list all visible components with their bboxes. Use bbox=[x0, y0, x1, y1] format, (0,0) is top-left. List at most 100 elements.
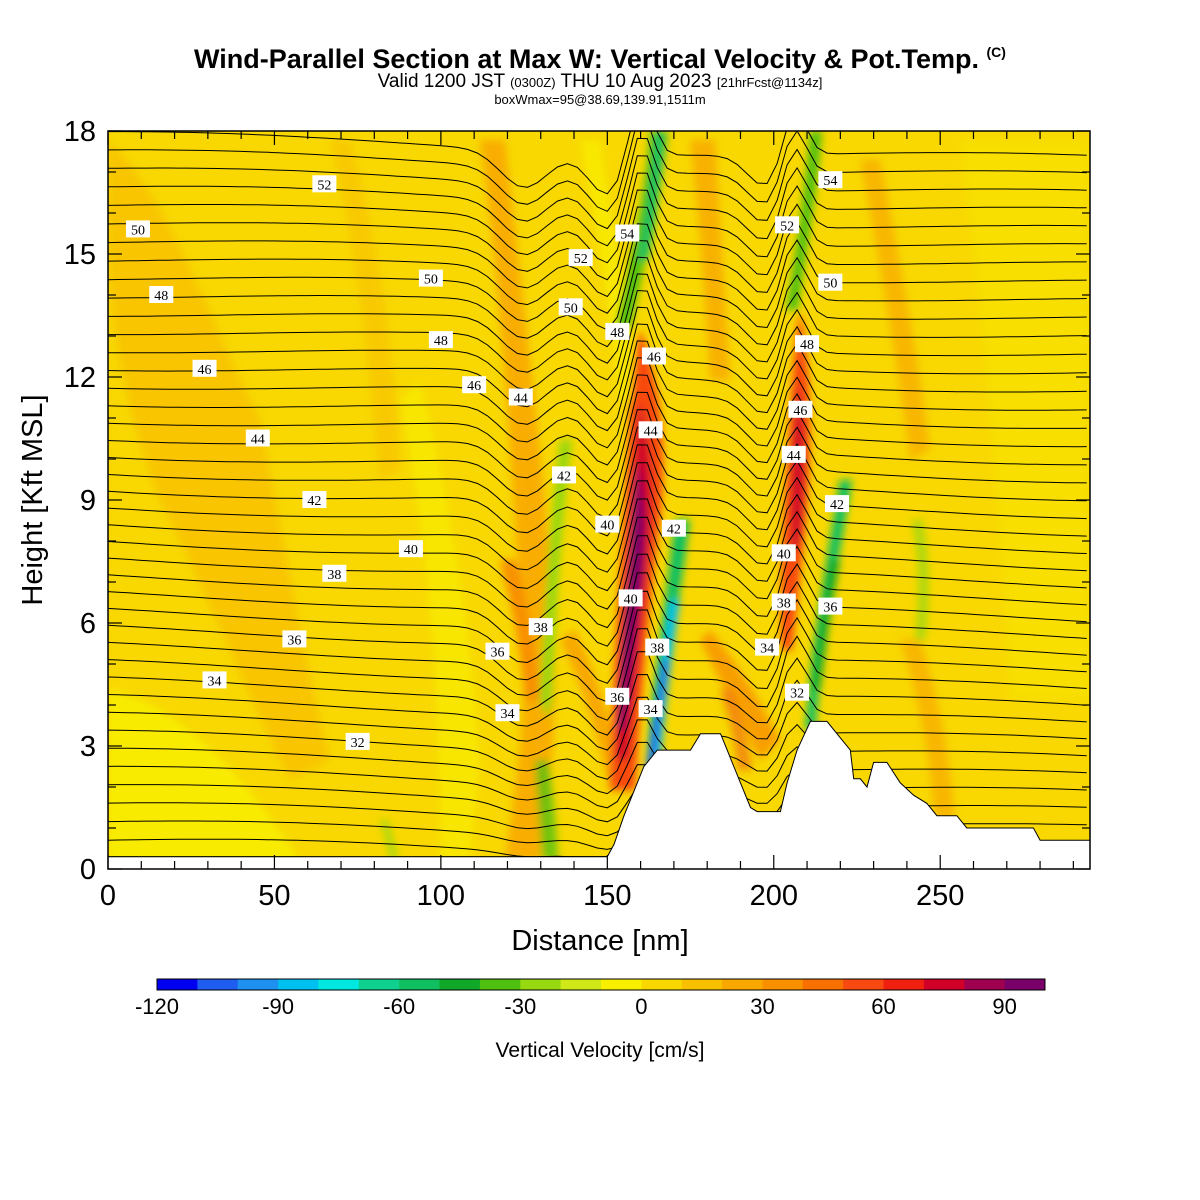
contour-label: 52 bbox=[574, 252, 588, 267]
colorbar-cell bbox=[843, 979, 885, 990]
y-tick-label: 15 bbox=[64, 239, 96, 271]
theta-contour-labels: 52 50 48 46 44 42 40 38 36 34 32 50 48 46 44 42 40 38 36 34… bbox=[125, 171, 850, 751]
velocity-patch bbox=[535, 760, 558, 860]
colorbar-tick-label: 60 bbox=[871, 994, 895, 1019]
x-tick-label: 150 bbox=[583, 880, 631, 912]
contour-label: 42 bbox=[667, 523, 681, 538]
contour-label: 44 bbox=[787, 449, 801, 464]
contour-label-bg bbox=[568, 249, 593, 267]
contour-label: 46 bbox=[198, 363, 212, 378]
colorbar-cell bbox=[641, 979, 683, 990]
contour-label-bg bbox=[818, 597, 843, 615]
contour-label: 42 bbox=[557, 469, 571, 484]
contour-label: 38 bbox=[327, 568, 341, 583]
colorbar-tick-label: 30 bbox=[750, 994, 774, 1019]
contour-label: 50 bbox=[131, 223, 145, 238]
colorbar: -120 -90 -60 -30 0 30 60 90 Vertical Velocity [… bbox=[135, 978, 1046, 1062]
velocity-patch bbox=[720, 690, 752, 770]
velocity-patch bbox=[812, 560, 840, 690]
theta-contour-line bbox=[108, 306, 1087, 398]
contour-label-bg bbox=[818, 171, 843, 189]
contour-label: 50 bbox=[564, 301, 578, 316]
contour-label-bg bbox=[825, 495, 850, 513]
colorbar-cell bbox=[560, 979, 602, 990]
contour-label: 42 bbox=[307, 494, 321, 509]
contour-label-bg bbox=[645, 638, 670, 656]
theta-contour-line bbox=[108, 426, 1087, 519]
colorbar-cell bbox=[439, 979, 481, 990]
contour-label: 40 bbox=[777, 547, 791, 562]
theta-contour-line bbox=[108, 764, 1087, 809]
contour-label-bg bbox=[508, 388, 533, 406]
colorbar-cell bbox=[923, 979, 965, 990]
colorbar-cell bbox=[520, 979, 562, 990]
contour-label: 52 bbox=[780, 219, 794, 234]
axis-ticks bbox=[107, 130, 1090, 870]
contour-label-bg bbox=[785, 683, 810, 701]
theta-contour-line bbox=[108, 673, 1087, 751]
colorbar-cells bbox=[156, 978, 1046, 991]
contour-label: 46 bbox=[467, 379, 481, 394]
contour-label-bg bbox=[795, 335, 820, 353]
contour-label: 54 bbox=[620, 228, 634, 243]
colorbar-tick-label: -90 bbox=[262, 994, 294, 1019]
contour-label-bg bbox=[322, 564, 347, 582]
theta-contour-line bbox=[108, 590, 1087, 684]
contour-label-bg bbox=[302, 491, 327, 508]
colorbar-tick-labels: -120 -90 -60 -30 0 30 60 90 bbox=[135, 994, 1017, 1019]
velocity-patch bbox=[108, 690, 300, 860]
contour-label-bg bbox=[149, 286, 174, 303]
contour-label-bg bbox=[345, 732, 370, 750]
contour-label-bg bbox=[418, 269, 443, 287]
contour-label: 50 bbox=[823, 277, 837, 292]
theta-contour-line bbox=[108, 719, 1087, 780]
colorbar-cell bbox=[762, 979, 804, 990]
contour-label: 32 bbox=[351, 736, 365, 751]
y-axis-title: Height [Kft MSL] bbox=[17, 394, 49, 605]
contour-label-bg bbox=[641, 347, 666, 365]
theta-contour-line bbox=[108, 462, 1087, 555]
contour-label: 50 bbox=[424, 273, 438, 288]
contour-label: 40 bbox=[624, 592, 638, 607]
colorbar-title: Vertical Velocity [cm/s] bbox=[496, 1039, 705, 1062]
contour-label: 46 bbox=[793, 404, 807, 419]
contour-label: 36 bbox=[610, 691, 624, 706]
contour-label: 40 bbox=[404, 543, 418, 558]
colorbar-cell bbox=[318, 979, 360, 990]
contour-label-bg bbox=[398, 540, 423, 558]
contour-label: 44 bbox=[514, 392, 528, 407]
colorbar-cell bbox=[157, 979, 198, 990]
colorbar-cell bbox=[964, 979, 1006, 990]
terrain bbox=[108, 720, 1090, 869]
contour-label-bg bbox=[245, 429, 270, 447]
contour-label: 36 bbox=[490, 646, 504, 661]
theta-contour-line bbox=[108, 409, 1087, 501]
contour-label-bg bbox=[125, 220, 150, 238]
contour-label: 32 bbox=[790, 687, 804, 702]
theta-contour-line bbox=[108, 239, 1087, 331]
contour-label: 48 bbox=[800, 338, 814, 353]
chart-title: Wind-Parallel Section at Max W: Vertical… bbox=[194, 44, 1006, 74]
y-tick-label: 9 bbox=[80, 485, 96, 517]
theta-contour-line bbox=[108, 553, 1087, 647]
contour-label: 38 bbox=[650, 642, 664, 657]
theta-contour-line bbox=[108, 131, 1087, 195]
contour-label-bg bbox=[202, 671, 227, 689]
colorbar-cell bbox=[399, 979, 441, 990]
contour-label: 34 bbox=[500, 707, 514, 722]
contour-label: 44 bbox=[644, 424, 658, 439]
theta-contour-line bbox=[108, 374, 1087, 466]
contour-label-bg bbox=[558, 298, 583, 316]
colorbar-tick-label: -120 bbox=[135, 994, 179, 1019]
contour-label-bg bbox=[552, 466, 577, 484]
velocity-patch bbox=[380, 820, 398, 860]
x-tick-label: 250 bbox=[916, 880, 964, 912]
contour-label: 54 bbox=[823, 174, 837, 189]
velocity-patch bbox=[690, 140, 730, 380]
colorbar-frame bbox=[156, 978, 1046, 991]
contour-label-bg bbox=[595, 515, 620, 533]
theta-contour-line bbox=[108, 273, 1087, 364]
colorbar-tick-label: -60 bbox=[383, 994, 415, 1019]
y-tick-labels: 0 3 6 9 12 15 18 bbox=[64, 116, 96, 886]
colorbar-tick-label: 90 bbox=[992, 994, 1016, 1019]
